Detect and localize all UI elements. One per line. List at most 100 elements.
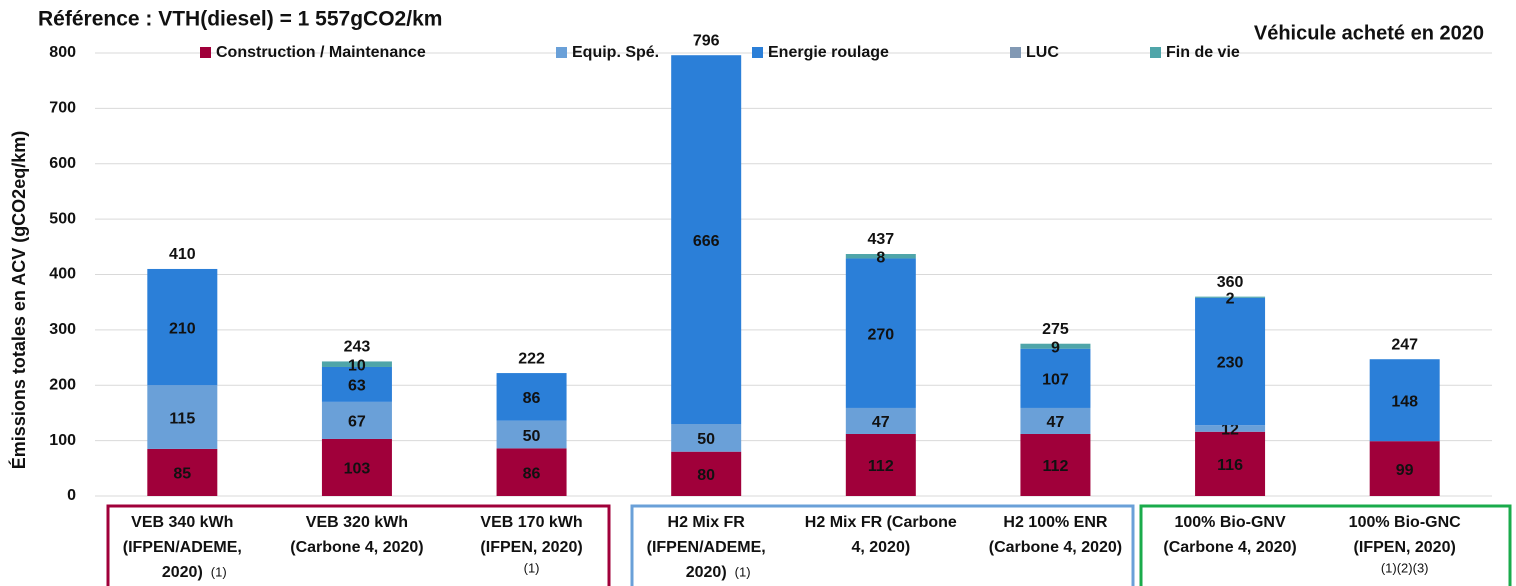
y-tick-label: 400 — [49, 266, 76, 283]
data-label: 12 — [1221, 422, 1239, 439]
x-tick-label: 2020) — [686, 564, 727, 581]
y-tick-label: 200 — [49, 376, 76, 393]
data-label: 107 — [1042, 372, 1069, 389]
x-tick-label: H2 100% ENR — [1003, 514, 1107, 531]
bar-segment — [1195, 296, 1266, 298]
x-tick-label: (IFPEN, 2020) — [1354, 539, 1456, 556]
data-label: 86 — [523, 390, 541, 407]
data-label: 10 — [348, 357, 366, 374]
group-box — [1139, 504, 1512, 586]
y-tick-label: 700 — [49, 100, 76, 117]
data-label: 148 — [1391, 393, 1418, 410]
total-label: 222 — [518, 350, 545, 367]
data-label: 85 — [173, 466, 191, 483]
footnote: (1) — [735, 564, 751, 579]
x-tick-label: (Carbone 4, 2020) — [1163, 539, 1296, 556]
y-tick-label: 300 — [49, 321, 76, 338]
bar-segment — [1020, 407, 1091, 434]
footnote: (1) — [524, 560, 540, 575]
x-tick-label: (IFPEN, 2020) — [480, 539, 582, 556]
bar-segment — [1195, 425, 1266, 432]
bar-segment — [147, 268, 218, 386]
x-tick-label: 100% Bio-GNV — [1174, 514, 1285, 531]
data-label: 103 — [344, 461, 371, 478]
total-label: 410 — [169, 246, 196, 263]
x-tick-label: H2 Mix FR — [668, 514, 746, 531]
bar-segment — [496, 373, 567, 421]
bar-segment — [671, 55, 742, 425]
data-label: 50 — [523, 428, 541, 445]
bar-segment — [671, 424, 742, 452]
x-tick-label: (IFPEN/ADEME, — [647, 539, 766, 556]
bar-segment — [845, 254, 916, 259]
footnote: (1) — [211, 564, 227, 579]
data-label: 50 — [697, 431, 715, 448]
y-tick-label: 600 — [49, 155, 76, 172]
bar-segment — [147, 448, 218, 496]
legend-swatch — [556, 47, 567, 58]
y-axis-label: Émissions totales en ACV (gCO2eq/km) — [8, 131, 29, 469]
group-box — [106, 504, 611, 586]
data-label: 112 — [868, 458, 894, 475]
bar-segment — [1369, 441, 1440, 496]
legend-swatch — [200, 47, 211, 58]
x-tick-label: 100% Bio-GNC — [1349, 514, 1461, 531]
x-tick-label: (Carbone 4, 2020) — [290, 539, 423, 556]
legend-label: LUC — [1026, 44, 1059, 61]
data-label: 47 — [872, 414, 890, 431]
bar-segment — [845, 258, 916, 408]
bar-segment — [1020, 433, 1091, 496]
y-tick-label: 800 — [49, 44, 76, 61]
x-tick-label: VEB 170 kWh — [480, 514, 582, 531]
data-label: 47 — [1047, 414, 1065, 431]
bar-segment — [1195, 297, 1266, 426]
bar-segment — [321, 361, 392, 367]
bar-segment — [496, 420, 567, 449]
bar-segment — [1195, 431, 1266, 496]
legend-label: Equip. Spé. — [572, 44, 659, 61]
x-tick-label: VEB 320 kWh — [306, 514, 408, 531]
chart-title: Référence : VTH(diesel) = 1 557gCO2/km — [38, 8, 442, 31]
group-box — [630, 504, 1135, 586]
total-label: 247 — [1391, 336, 1418, 353]
total-label: 360 — [1217, 274, 1244, 291]
footnote: (1)(2)(3) — [1381, 560, 1429, 575]
y-tick-label: 100 — [49, 432, 76, 449]
data-label: 2 — [1226, 290, 1235, 307]
total-label: 796 — [693, 32, 720, 49]
data-label: 80 — [697, 467, 715, 484]
y-tick-label: 500 — [49, 210, 76, 227]
data-label: 63 — [348, 378, 366, 395]
data-label: 115 — [169, 410, 195, 427]
y-tick-label: 0 — [67, 487, 76, 504]
x-tick-label: (Carbone 4, 2020) — [989, 539, 1122, 556]
data-label: 9 — [1051, 339, 1060, 356]
bar-segment — [496, 448, 567, 496]
data-label: 8 — [876, 249, 885, 266]
data-label: 99 — [1396, 462, 1414, 479]
bar-segment — [321, 401, 392, 439]
bar-segment — [147, 385, 218, 449]
data-label: 210 — [169, 320, 196, 337]
x-tick-label: H2 Mix FR (Carbone — [805, 514, 957, 531]
bar-segment — [671, 451, 742, 496]
data-label: 270 — [867, 326, 894, 343]
total-label: 275 — [1042, 321, 1069, 338]
legend-swatch — [1010, 47, 1021, 58]
legend-label: Energie roulage — [768, 44, 889, 61]
bar-segment — [1020, 348, 1091, 408]
data-label: 86 — [523, 465, 541, 482]
x-tick-label: VEB 340 kWh — [131, 514, 233, 531]
data-label: 230 — [1217, 355, 1244, 372]
legend-label: Fin de vie — [1166, 44, 1240, 61]
x-tick-label: (IFPEN/ADEME, — [123, 539, 242, 556]
legend-swatch — [1150, 47, 1161, 58]
bar-segment — [321, 438, 392, 496]
x-tick-label: 4, 2020) — [851, 539, 910, 556]
bar-segment — [1369, 359, 1440, 442]
total-label: 243 — [344, 339, 371, 356]
bar-segment — [845, 433, 916, 496]
legend-swatch — [752, 47, 763, 58]
data-label: 116 — [1217, 457, 1243, 474]
